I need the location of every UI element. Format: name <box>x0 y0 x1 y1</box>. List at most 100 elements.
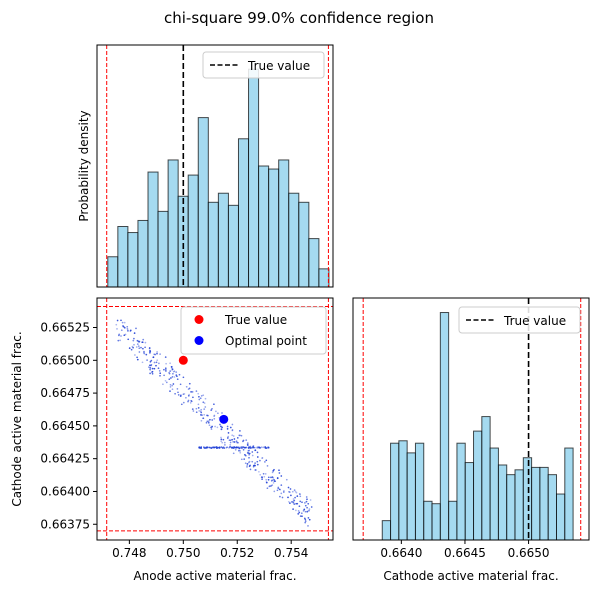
anode-histogram-frame <box>96 44 334 288</box>
joint-scatter-panel: 0.748 0.750 0.752 0.754 0.66375 0.66400 0.6642… <box>10 297 334 583</box>
sample-point <box>148 366 150 368</box>
sample-point <box>169 386 172 388</box>
sample-point <box>289 502 291 504</box>
sample-point <box>202 401 205 404</box>
sample-point <box>296 502 299 505</box>
sample-point <box>303 509 305 511</box>
sample-point <box>207 414 209 417</box>
sample-point <box>301 515 303 518</box>
sample-point <box>143 350 145 353</box>
sample-point <box>248 461 250 464</box>
sample-point <box>259 473 262 476</box>
histogram-bar <box>381 520 392 541</box>
sample-point <box>135 327 137 330</box>
sample-point <box>141 361 144 364</box>
histogram-bar <box>107 256 119 288</box>
sample-point <box>156 351 158 353</box>
sample-point <box>276 477 279 479</box>
sample-point <box>116 328 118 330</box>
y-tick-label: 0.66400 <box>40 484 90 498</box>
sample-point <box>214 425 216 428</box>
sample-point <box>127 329 129 332</box>
sample-point <box>188 382 191 385</box>
sample-point <box>198 398 201 401</box>
histogram-bar <box>117 226 129 288</box>
sample-point <box>265 447 268 449</box>
sample-point <box>208 420 210 422</box>
sample-point <box>135 346 138 348</box>
sample-point <box>212 446 215 448</box>
sample-point <box>246 463 249 465</box>
sample-point <box>254 449 257 452</box>
histogram-bar <box>398 440 408 541</box>
sample-point <box>172 372 174 375</box>
sample-point <box>265 478 268 481</box>
sample-point <box>251 451 254 453</box>
sample-point <box>210 426 213 429</box>
sample-point <box>120 329 123 332</box>
sample-point <box>127 330 129 332</box>
sample-point <box>226 437 229 439</box>
sample-point <box>143 352 145 354</box>
sample-point <box>295 509 297 512</box>
sample-point <box>215 446 218 449</box>
sample-point <box>182 376 185 379</box>
sample-point <box>153 361 156 364</box>
sample-point <box>290 501 293 503</box>
histogram-bar <box>506 474 516 541</box>
sample-point <box>246 451 249 454</box>
sample-point <box>182 393 185 396</box>
sample-point <box>261 457 264 459</box>
sample-point <box>217 412 219 415</box>
sample-point <box>120 319 122 322</box>
sample-point <box>200 414 202 416</box>
sample-point <box>279 488 281 491</box>
sample-point <box>164 356 167 358</box>
sample-point <box>229 439 232 442</box>
sample-point <box>309 499 312 501</box>
sample-point <box>243 458 246 461</box>
sample-point <box>232 441 235 443</box>
y-tick-label: 0.66425 <box>40 452 90 466</box>
sample-point <box>208 446 211 449</box>
histogram-bar <box>278 159 290 288</box>
sample-point <box>266 465 269 467</box>
sample-point <box>170 377 172 379</box>
sample-point <box>213 446 216 449</box>
sample-point <box>293 489 296 491</box>
joint-scatter-ticks: 0.748 0.750 0.752 0.754 0.66375 0.66400 0.6642… <box>40 321 308 560</box>
y-tick-label: 0.66375 <box>40 517 90 531</box>
sample-point <box>133 343 135 346</box>
sample-point <box>245 439 248 441</box>
sample-point <box>165 370 167 372</box>
histogram-bar <box>248 68 260 288</box>
sample-point <box>238 434 240 437</box>
sample-point <box>136 356 138 359</box>
x-tick-label: 0.754 <box>274 546 308 560</box>
sample-point <box>227 435 230 438</box>
sample-point <box>304 504 307 507</box>
sample-point <box>263 446 266 448</box>
sample-point <box>256 451 259 454</box>
sample-point <box>136 343 139 345</box>
histogram-bar <box>288 192 300 288</box>
legend-true-value-label: True value <box>247 59 310 73</box>
histogram-bar <box>464 462 475 541</box>
anode-histogram-ylabel: Probability density <box>77 110 91 221</box>
sample-point <box>219 423 221 426</box>
sample-point <box>190 391 192 393</box>
sample-point <box>273 478 275 481</box>
sample-point <box>308 509 310 512</box>
sample-point <box>210 428 213 431</box>
legend-box <box>458 306 581 334</box>
sample-point <box>300 512 303 515</box>
histogram-bar <box>258 165 270 288</box>
sample-point <box>264 447 267 449</box>
sample-point <box>220 428 223 431</box>
sample-point <box>239 450 241 452</box>
sample-point <box>226 428 229 430</box>
sample-point <box>307 502 310 505</box>
true-value-marker <box>178 355 188 365</box>
sample-point <box>171 368 174 371</box>
legend-true-value-label: True value <box>224 313 287 327</box>
